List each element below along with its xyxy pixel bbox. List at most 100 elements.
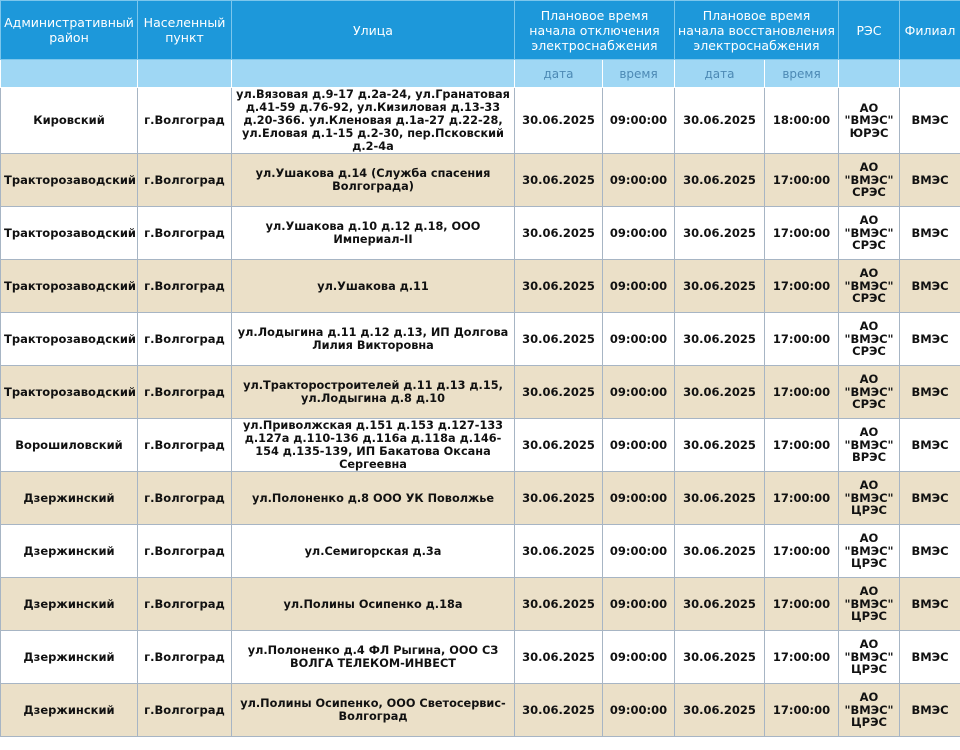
cell-district: Дзержинский: [0, 630, 138, 684]
table-row: Ворошиловский г.Волгоград ул.Приволжская д…: [0, 418, 960, 472]
cell-settlement: г.Волгоград: [137, 524, 232, 578]
cell-on-date: 30.06.2025: [674, 418, 765, 472]
cell-on-date: 30.06.2025: [674, 365, 765, 419]
cell-off-date: 30.06.2025: [514, 312, 603, 366]
cell-res: АО "ВМЭС" ЦРЭС: [838, 683, 900, 737]
cell-off-time: 09:00:00: [602, 418, 675, 472]
cell-on-date: 30.06.2025: [674, 312, 765, 366]
cell-branch: ВМЭС: [899, 630, 960, 684]
cell-settlement: г.Волгоград: [137, 312, 232, 366]
cell-on-time: 17:00:00: [764, 418, 839, 472]
cell-off-date: 30.06.2025: [514, 630, 603, 684]
cell-street: ул.Вязовая д.9-17 д.2а-24, ул.Гранатовая…: [231, 87, 515, 154]
table-row: Дзержинский г.Волгоград ул.Полины Осипенко…: [0, 683, 960, 737]
cell-settlement: г.Волгоград: [137, 418, 232, 472]
cell-on-time: 17:00:00: [764, 206, 839, 260]
cell-branch: ВМЭС: [899, 259, 960, 313]
cell-branch: ВМЭС: [899, 683, 960, 737]
cell-off-time: 09:00:00: [602, 153, 675, 207]
cell-settlement: г.Волгоград: [137, 153, 232, 207]
cell-on-time: 17:00:00: [764, 630, 839, 684]
table-body: Кировский г.Волгоград ул.Вязовая д.9-17 д.…: [0, 87, 960, 737]
cell-off-time: 09:00:00: [602, 365, 675, 419]
cell-branch: ВМЭС: [899, 206, 960, 260]
cell-settlement: г.Волгоград: [137, 365, 232, 419]
cell-branch: ВМЭС: [899, 312, 960, 366]
cell-on-time: 17:00:00: [764, 312, 839, 366]
cell-res: АО "ВМЭС" ЦРЭС: [838, 577, 900, 631]
cell-on-date: 30.06.2025: [674, 153, 765, 207]
cell-off-time: 09:00:00: [602, 630, 675, 684]
cell-settlement: г.Волгоград: [137, 630, 232, 684]
header-branch: Филиал: [899, 0, 960, 60]
cell-res: АО "ВМЭС" СРЭС: [838, 312, 900, 366]
cell-street: ул.Семигорская д.3а: [231, 524, 515, 578]
cell-res: АО "ВМЭС" ЦРЭС: [838, 471, 900, 525]
cell-settlement: г.Волгоград: [137, 259, 232, 313]
cell-res: АО "ВМЭС" СРЭС: [838, 153, 900, 207]
cell-street: ул.Полины Осипенко, ООО Светосервис-Волг…: [231, 683, 515, 737]
cell-off-date: 30.06.2025: [514, 418, 603, 472]
cell-on-date: 30.06.2025: [674, 206, 765, 260]
cell-on-time: 17:00:00: [764, 365, 839, 419]
cell-res: АО "ВМЭС" СРЭС: [838, 206, 900, 260]
cell-off-date: 30.06.2025: [514, 683, 603, 737]
cell-on-date: 30.06.2025: [674, 471, 765, 525]
cell-branch: ВМЭС: [899, 418, 960, 472]
cell-on-time: 17:00:00: [764, 471, 839, 525]
cell-branch: ВМЭС: [899, 524, 960, 578]
cell-district: Кировский: [0, 87, 138, 154]
cell-on-date: 30.06.2025: [674, 524, 765, 578]
cell-res: АО "ВМЭС" СРЭС: [838, 259, 900, 313]
cell-res: АО "ВМЭС" ЦРЭС: [838, 524, 900, 578]
cell-res: АО "ВМЭС" ЮРЭС: [838, 87, 900, 154]
cell-district: Тракторозаводский: [0, 153, 138, 207]
cell-street: ул.Ушакова д.11: [231, 259, 515, 313]
cell-on-time: 18:00:00: [764, 87, 839, 154]
cell-off-time: 09:00:00: [602, 259, 675, 313]
table-row: Дзержинский г.Волгоград ул.Семигорская д.3…: [0, 524, 960, 578]
header-street: Улица: [231, 0, 515, 60]
header-district: Административный район: [0, 0, 138, 60]
cell-off-time: 09:00:00: [602, 471, 675, 525]
subheader-off-time: время: [602, 59, 675, 88]
cell-settlement: г.Волгоград: [137, 471, 232, 525]
cell-district: Тракторозаводский: [0, 365, 138, 419]
cell-street: ул.Полоненко д.4 ФЛ Рыгина, ООО СЗ ВОЛГА…: [231, 630, 515, 684]
cell-off-date: 30.06.2025: [514, 471, 603, 525]
cell-street: ул.Полины Осипенко д.18а: [231, 577, 515, 631]
cell-on-time: 17:00:00: [764, 153, 839, 207]
cell-district: Дзержинский: [0, 471, 138, 525]
subheader-on-time: время: [764, 59, 839, 88]
cell-on-date: 30.06.2025: [674, 259, 765, 313]
cell-on-date: 30.06.2025: [674, 683, 765, 737]
cell-branch: ВМЭС: [899, 471, 960, 525]
cell-off-date: 30.06.2025: [514, 153, 603, 207]
cell-settlement: г.Волгоград: [137, 577, 232, 631]
cell-on-date: 30.06.2025: [674, 630, 765, 684]
cell-off-time: 09:00:00: [602, 577, 675, 631]
cell-branch: ВМЭС: [899, 87, 960, 154]
cell-res: АО "ВМЭС" СРЭС: [838, 365, 900, 419]
cell-street: ул.Лодыгина д.11 д.12 д.13, ИП Долгова Л…: [231, 312, 515, 366]
cell-off-time: 09:00:00: [602, 683, 675, 737]
table-row: Дзержинский г.Волгоград ул.Полоненко д.8 О…: [0, 471, 960, 525]
cell-off-time: 09:00:00: [602, 206, 675, 260]
cell-street: ул.Тракторостроителей д.11 д.13 д.15, ул…: [231, 365, 515, 419]
cell-off-date: 30.06.2025: [514, 87, 603, 154]
cell-on-time: 17:00:00: [764, 259, 839, 313]
cell-street: ул.Ушакова д.14 (Служба спасения Волгогр…: [231, 153, 515, 207]
cell-settlement: г.Волгоград: [137, 87, 232, 154]
cell-off-time: 09:00:00: [602, 312, 675, 366]
header-off-time: Плановое время начала отключения электро…: [514, 0, 675, 60]
table-row: Тракторозаводский г.Волгоград ул.Ушакова д…: [0, 206, 960, 260]
cell-off-date: 30.06.2025: [514, 524, 603, 578]
cell-on-time: 17:00:00: [764, 524, 839, 578]
subheader-off-date: дата: [514, 59, 603, 88]
cell-district: Тракторозаводский: [0, 312, 138, 366]
cell-res: АО "ВМЭС" ЦРЭС: [838, 630, 900, 684]
header-row: Административный район Населенный пункт …: [0, 0, 960, 60]
cell-on-date: 30.06.2025: [674, 87, 765, 154]
cell-district: Дзержинский: [0, 524, 138, 578]
